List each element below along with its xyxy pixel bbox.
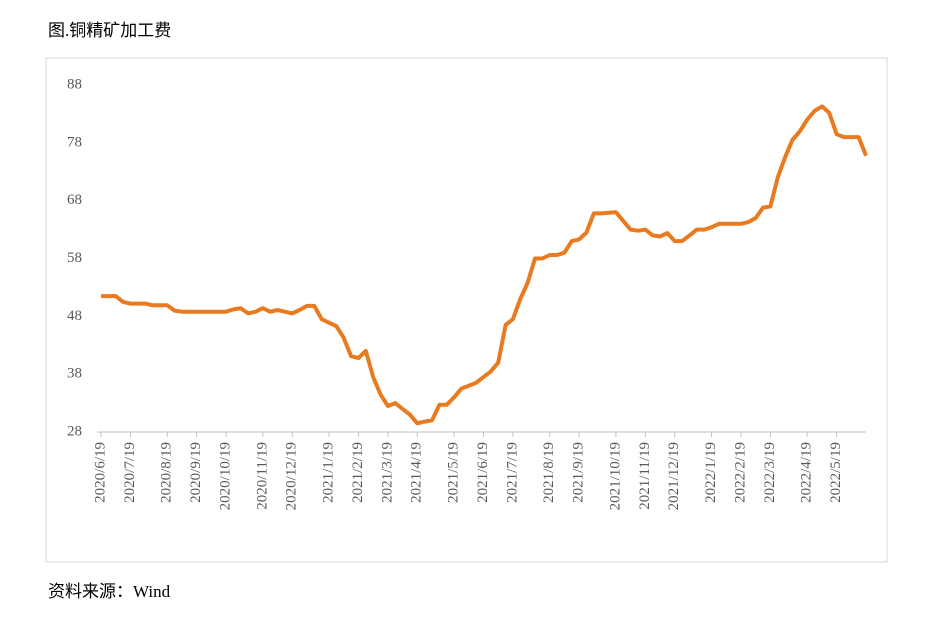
y-tick-label: 38: [67, 366, 82, 382]
y-tick-label: 68: [67, 192, 82, 208]
y-tick-label: 88: [67, 76, 82, 92]
chart-title: 图.铜精矿加工费: [48, 21, 171, 40]
x-tick-label: 2021/5/19: [446, 442, 462, 503]
x-tick-label: 2020/8/19: [159, 442, 175, 503]
x-tick-label: 2021/6/19: [475, 442, 491, 503]
x-tick-label: 2021/4/19: [409, 442, 425, 503]
y-tick-label: 58: [67, 250, 82, 266]
x-tick-label: 2020/10/19: [217, 442, 233, 510]
x-tick-label: 2021/11/19: [637, 442, 653, 510]
x-tick-label: 2022/5/19: [828, 442, 844, 503]
x-tick-label: 2021/3/19: [379, 442, 395, 503]
x-tick-label: 2022/4/19: [799, 442, 815, 503]
x-tick-label: 2021/2/19: [350, 442, 366, 503]
y-tick-label: 48: [67, 308, 82, 324]
x-tick-label: 2020/9/19: [188, 442, 204, 503]
y-tick-label: 78: [67, 134, 82, 150]
x-tick-label: 2020/6/19: [92, 442, 108, 503]
x-tick-label: 2021/1/19: [320, 442, 336, 503]
x-tick-label: 2021/12/19: [666, 442, 682, 510]
x-tick-label: 2022/1/19: [703, 442, 719, 503]
x-tick-label: 2021/7/19: [504, 442, 520, 503]
x-tick-label: 2022/3/19: [762, 442, 778, 503]
x-tick-label: 2020/7/19: [122, 442, 138, 503]
x-tick-label: 2021/8/19: [541, 442, 557, 503]
line-series: [101, 104, 868, 426]
x-tick-label: 2021/9/19: [571, 442, 587, 503]
y-tick-label: 28: [67, 423, 82, 439]
x-tick-label: 2020/12/19: [284, 442, 300, 510]
chart-frame: [45, 57, 888, 563]
x-tick-label: 2022/2/19: [732, 442, 748, 503]
source-note: 资料来源：Wind: [48, 582, 171, 601]
x-tick-label: 2020/11/19: [254, 442, 270, 510]
x-tick-label: 2021/10/19: [607, 442, 623, 510]
